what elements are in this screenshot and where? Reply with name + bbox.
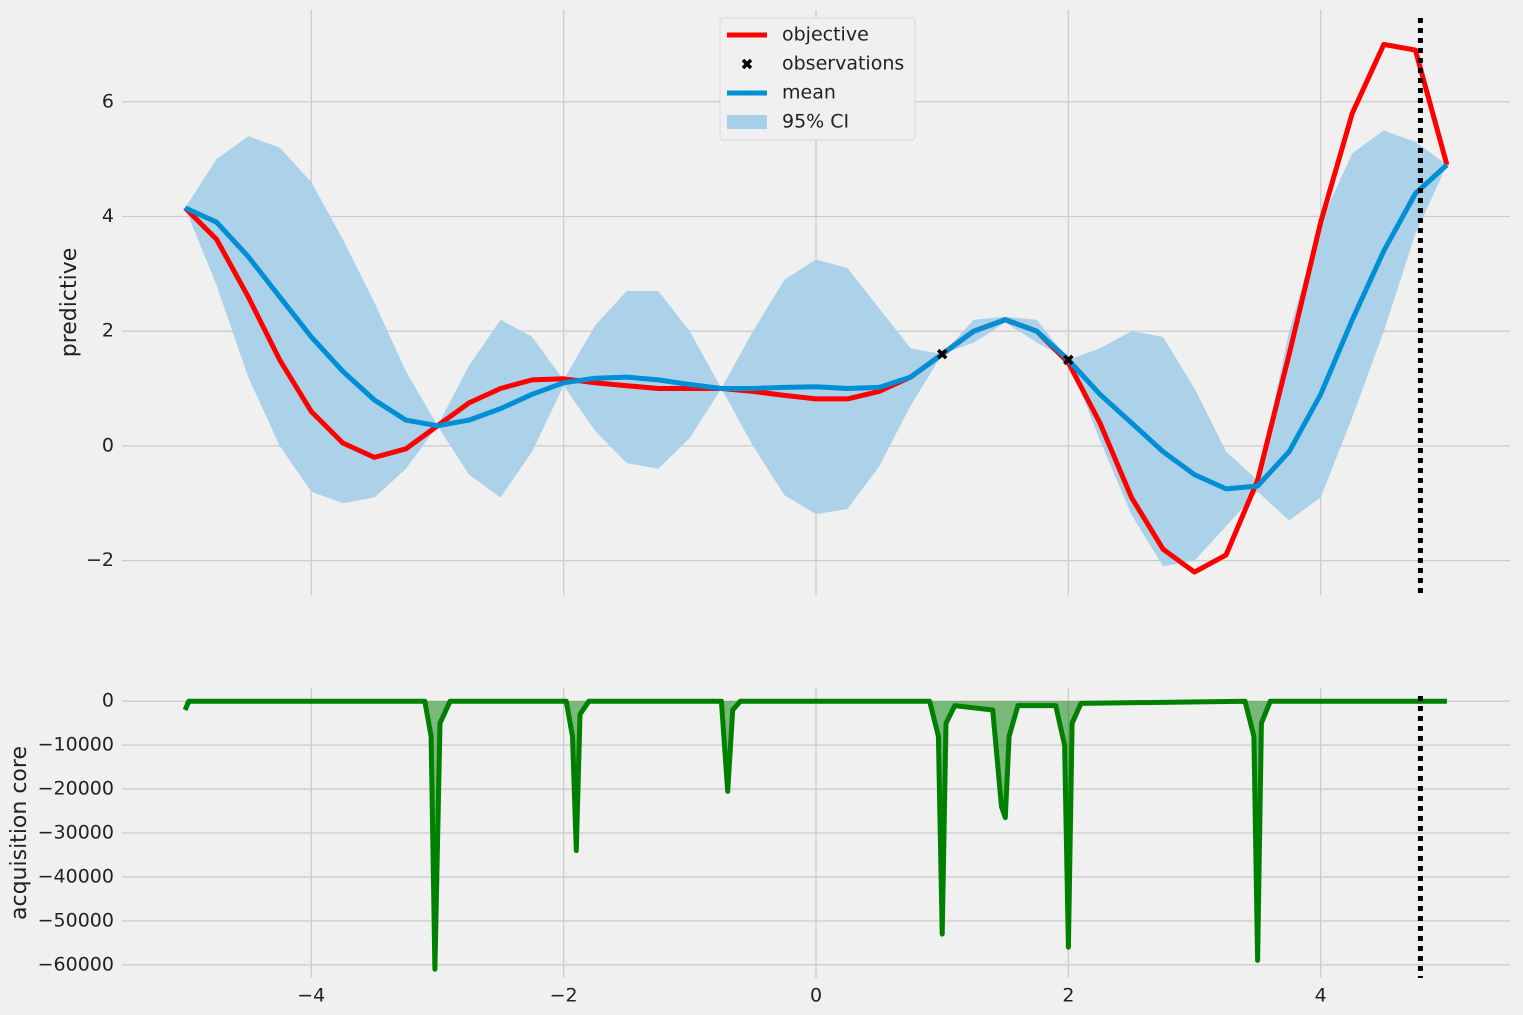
x-tick-label: −4 [297,985,325,1007]
legend-label: 95% CI [782,111,849,133]
y-axis-label: acquisition core [7,746,32,920]
y-tick-label: −20000 [38,778,114,800]
x-tick-label: 2 [1062,985,1074,1007]
legend-label: observations [782,53,904,75]
y-tick-label: 2 [102,320,114,342]
legend-box [719,17,916,141]
x-tick-label: −2 [550,985,578,1007]
legend-label: mean [782,82,836,104]
y-tick-label: −2 [86,549,114,571]
legend-handle [727,115,767,129]
line [182,698,1447,972]
x-tick-label: 0 [810,985,822,1007]
y-tick-label: 0 [102,434,114,456]
observation-marker [936,348,948,360]
y-tick-label: −50000 [38,909,114,931]
legend: objective observations mean 95% CI [719,17,916,141]
y-tick-label: −10000 [38,734,114,756]
y-tick-label: 6 [102,90,114,112]
y-tick-label: −30000 [38,822,114,844]
y-tick-label: 4 [102,205,114,227]
y-axis-label: predictive [57,248,82,358]
x-tick-label: 4 [1315,985,1327,1007]
ci-band [185,130,1447,567]
legend-label: objective [782,24,869,46]
y-tick-label: 0 [102,690,114,712]
line [184,163,1449,492]
y-tick-label: −60000 [38,953,114,975]
observation-marker [1063,354,1074,366]
y-tick-label: −40000 [38,865,114,887]
legend-handle [741,58,753,70]
line [183,41,1450,575]
